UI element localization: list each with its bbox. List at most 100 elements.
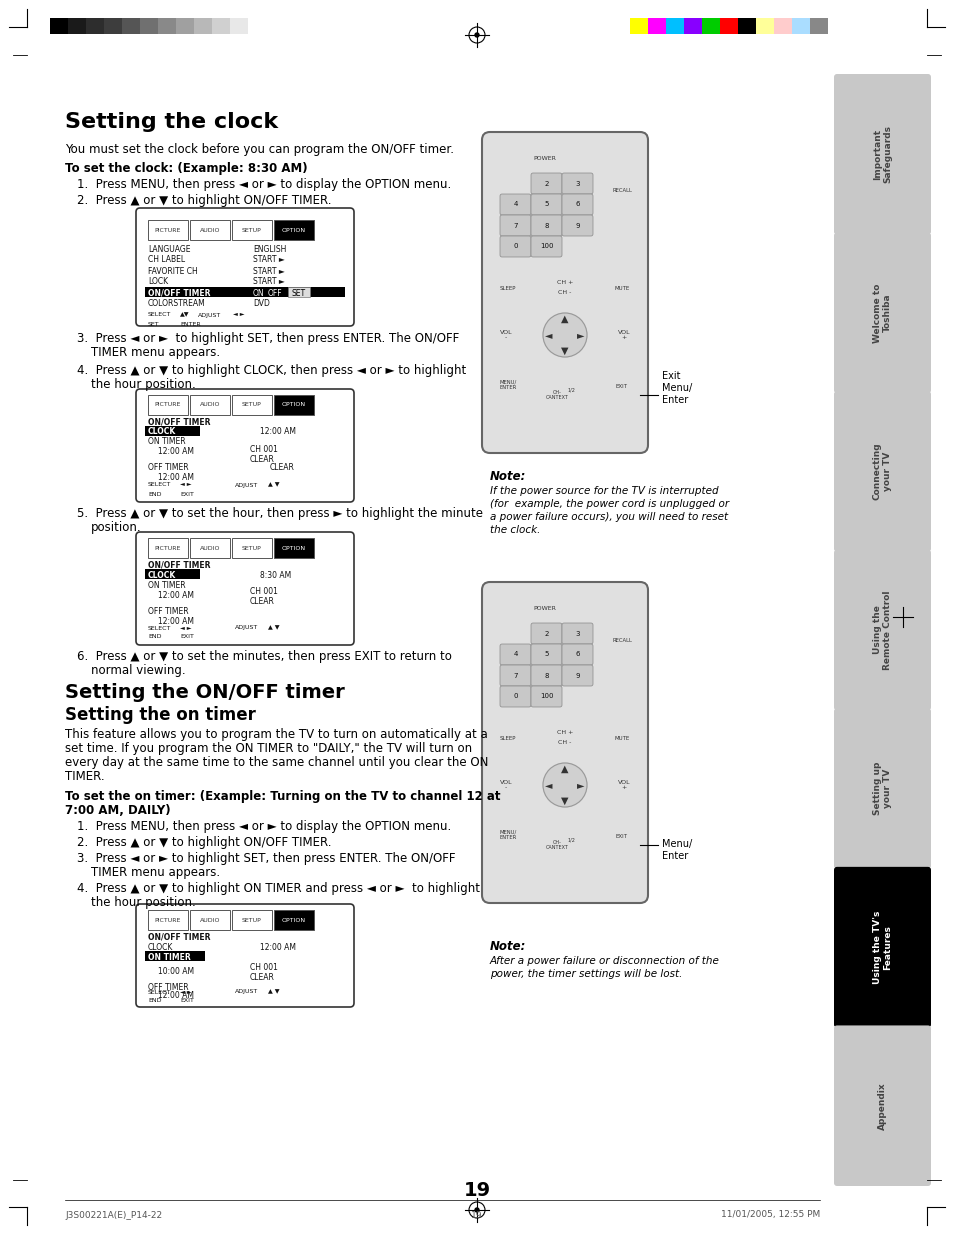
Text: CLOCK: CLOCK — [148, 427, 176, 437]
Text: POWER: POWER — [533, 606, 556, 611]
Text: DVD: DVD — [253, 300, 270, 308]
Text: 1.  Press MENU, then press ◄ or ► to display the OPTION menu.: 1. Press MENU, then press ◄ or ► to disp… — [77, 178, 451, 191]
Text: MUTE: MUTE — [614, 285, 629, 290]
Text: the hour position.: the hour position. — [91, 896, 195, 909]
Bar — [50, 19, 68, 35]
FancyBboxPatch shape — [531, 194, 561, 215]
FancyBboxPatch shape — [531, 215, 561, 236]
Circle shape — [542, 313, 586, 357]
Text: 4: 4 — [513, 652, 517, 658]
FancyBboxPatch shape — [136, 389, 354, 502]
Circle shape — [475, 1208, 478, 1212]
Text: 1/2: 1/2 — [566, 387, 575, 392]
FancyBboxPatch shape — [561, 173, 593, 194]
Bar — [232, 909, 272, 930]
Bar — [755, 19, 773, 35]
Text: ON: ON — [253, 289, 264, 297]
Text: 4.  Press ▲ or ▼ to highlight ON TIMER and press ◄ or ►  to highlight: 4. Press ▲ or ▼ to highlight ON TIMER an… — [77, 882, 479, 895]
Text: CLOCK: CLOCK — [148, 570, 176, 580]
Text: CH 001: CH 001 — [250, 964, 277, 972]
Bar — [274, 220, 314, 239]
FancyBboxPatch shape — [499, 644, 531, 665]
FancyBboxPatch shape — [561, 644, 593, 665]
Text: CH 001: CH 001 — [250, 587, 277, 596]
Bar — [232, 220, 272, 239]
Text: power, the timer settings will be lost.: power, the timer settings will be lost. — [490, 969, 681, 979]
Text: (for  example, the power cord is unplugged or: (for example, the power cord is unplugge… — [490, 499, 728, 508]
Bar — [122, 19, 140, 35]
Text: VOL
+: VOL + — [617, 780, 630, 791]
Bar — [148, 909, 188, 930]
Text: ENGLISH: ENGLISH — [253, 244, 286, 253]
Text: EXIT: EXIT — [180, 491, 193, 496]
Text: Setting up
your TV: Setting up your TV — [872, 761, 891, 816]
Text: 19: 19 — [463, 1181, 490, 1199]
Bar — [274, 395, 314, 415]
Circle shape — [475, 33, 478, 37]
FancyBboxPatch shape — [136, 532, 354, 645]
Text: VOL
-: VOL - — [499, 329, 512, 341]
Text: 2.  Press ▲ or ▼ to highlight ON/OFF TIMER.: 2. Press ▲ or ▼ to highlight ON/OFF TIME… — [77, 194, 331, 207]
Text: 4.  Press ▲ or ▼ to highlight CLOCK, then press ◄ or ► to highlight: 4. Press ▲ or ▼ to highlight CLOCK, then… — [77, 364, 466, 378]
Bar — [720, 19, 738, 35]
Text: 7: 7 — [513, 673, 517, 679]
FancyBboxPatch shape — [499, 194, 531, 215]
Text: If the power source for the TV is interrupted: If the power source for the TV is interr… — [490, 486, 718, 496]
Text: ▲▼: ▲▼ — [180, 312, 190, 317]
Text: 7:00 AM, DAILY): 7:00 AM, DAILY) — [65, 805, 171, 817]
Text: SELECT: SELECT — [148, 990, 172, 995]
Bar — [148, 538, 188, 558]
FancyBboxPatch shape — [833, 391, 930, 552]
Text: ▲: ▲ — [560, 313, 568, 325]
Bar — [230, 19, 248, 35]
Bar — [190, 909, 230, 930]
Text: normal viewing.: normal viewing. — [91, 664, 186, 677]
Text: ADJUST: ADJUST — [234, 990, 258, 995]
Text: EXIT: EXIT — [616, 834, 627, 839]
FancyBboxPatch shape — [561, 215, 593, 236]
Text: OFF TIMER: OFF TIMER — [148, 606, 189, 616]
Text: SELECT: SELECT — [148, 626, 172, 631]
Bar — [145, 426, 200, 436]
Text: Setting the clock: Setting the clock — [65, 112, 278, 132]
Bar — [248, 19, 266, 35]
Text: ◄ ►: ◄ ► — [180, 990, 192, 995]
FancyBboxPatch shape — [481, 582, 647, 903]
Text: ADJUST: ADJUST — [234, 626, 258, 631]
Bar — [104, 19, 122, 35]
Text: OPTION: OPTION — [282, 545, 306, 550]
Text: TIMER menu appears.: TIMER menu appears. — [91, 346, 220, 359]
Text: OPTION: OPTION — [282, 918, 306, 923]
Text: MENU/
ENTER: MENU/ ENTER — [498, 380, 517, 390]
Text: ADJUST: ADJUST — [234, 482, 258, 487]
Text: ▲ ▼: ▲ ▼ — [268, 482, 279, 487]
Text: ►: ► — [577, 329, 584, 341]
Text: 100: 100 — [539, 694, 553, 700]
Text: ON TIMER: ON TIMER — [148, 438, 186, 447]
Text: 5: 5 — [544, 201, 548, 207]
Text: SETUP: SETUP — [242, 545, 262, 550]
Text: 6: 6 — [575, 201, 579, 207]
Text: 3: 3 — [575, 180, 579, 186]
Text: Note:: Note: — [490, 470, 526, 482]
Text: ◄: ◄ — [545, 780, 552, 790]
Bar — [175, 19, 193, 35]
FancyBboxPatch shape — [833, 549, 930, 711]
Text: CH LABEL: CH LABEL — [148, 255, 185, 264]
FancyBboxPatch shape — [833, 1025, 930, 1186]
Bar — [738, 19, 755, 35]
Text: VOL
+: VOL + — [617, 329, 630, 341]
Text: This feature allows you to program the TV to turn on automatically at a: This feature allows you to program the T… — [65, 728, 487, 740]
Text: CLOCK: CLOCK — [148, 943, 173, 951]
Text: ON/OFF TIMER: ON/OFF TIMER — [148, 933, 211, 942]
Text: 12:00 AM: 12:00 AM — [158, 474, 193, 482]
Text: START ►: START ► — [253, 278, 284, 286]
Text: END: END — [148, 634, 161, 639]
Text: OFF TIMER: OFF TIMER — [148, 982, 189, 991]
Text: AUDIO: AUDIO — [199, 227, 220, 232]
Bar — [809, 19, 827, 35]
Text: After a power failure or disconnection of the: After a power failure or disconnection o… — [490, 956, 720, 966]
Text: 19: 19 — [471, 1211, 482, 1219]
Text: EXIT: EXIT — [180, 998, 193, 1003]
Text: Setting the on timer: Setting the on timer — [65, 706, 255, 724]
